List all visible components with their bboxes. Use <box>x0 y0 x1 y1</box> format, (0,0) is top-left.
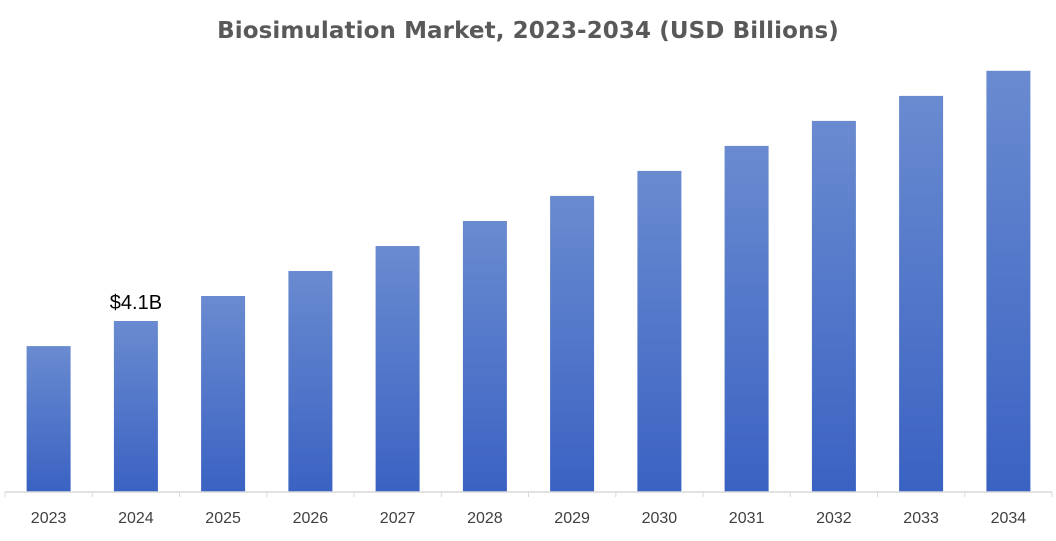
x-tick-label-2024: 2024 <box>118 510 154 527</box>
bar-2032 <box>811 120 856 493</box>
x-tick-label-2027: 2027 <box>380 510 416 527</box>
bars-layer <box>26 70 1031 493</box>
x-tick-label-2034: 2034 <box>991 510 1027 527</box>
bar-2033 <box>899 95 944 493</box>
data-labels-layer: $4.1B <box>110 292 162 314</box>
x-tick-label-2025: 2025 <box>205 510 241 527</box>
x-tick-label-2028: 2028 <box>467 510 503 527</box>
bar-2030 <box>637 170 682 492</box>
bar-2026 <box>288 271 333 492</box>
bar-2024 <box>113 321 158 492</box>
x-tick-label-2032: 2032 <box>816 510 852 527</box>
bar-2029 <box>550 195 595 492</box>
chart-title: Biosimulation Market, 2023-2034 (USD Bil… <box>217 18 839 44</box>
bar-2034 <box>986 70 1031 493</box>
x-tick-label-2033: 2033 <box>903 510 939 527</box>
x-tick-label-2023: 2023 <box>31 510 67 527</box>
x-tick-label-2026: 2026 <box>293 510 329 527</box>
bar-2025 <box>201 296 246 492</box>
bar-2027 <box>375 246 420 492</box>
x-ticks-layer: 2023 2024 2025 2026 2027 2028 2029 2030 2031 2032… <box>4 492 1053 527</box>
x-tick-label-2029: 2029 <box>554 510 590 527</box>
bar-2028 <box>462 221 507 492</box>
bar-2031 <box>724 145 769 492</box>
x-tick-label-2031: 2031 <box>729 510 765 527</box>
data-label-2024: $4.1B <box>110 292 162 314</box>
bar-2023 <box>26 346 71 492</box>
x-tick-label-2030: 2030 <box>642 510 678 527</box>
